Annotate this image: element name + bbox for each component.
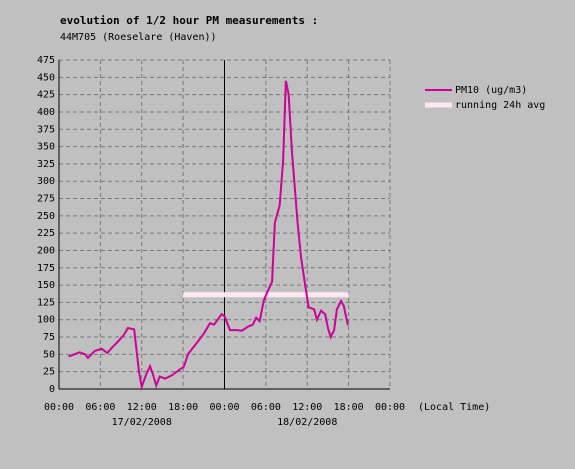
legend-label: running 24h avg	[455, 100, 545, 111]
y-tick-label: 350	[37, 142, 55, 153]
x-tick-label: 12:00	[127, 402, 157, 413]
y-tick-label: 50	[43, 349, 55, 360]
y-tick-label: 275	[37, 194, 55, 205]
chart-subtitle: 44M705 (Roeselare (Haven))	[60, 32, 217, 43]
y-tick-label: 250	[37, 211, 55, 222]
x-tick-label: 00:00	[375, 402, 405, 413]
y-tick-label: 425	[37, 90, 55, 101]
y-tick-label: 450	[37, 72, 55, 83]
chart-title: evolution of 1/2 hour PM measurements :	[60, 14, 318, 27]
y-tick-label: 150	[37, 280, 55, 291]
y-tick-label: 100	[37, 315, 55, 326]
y-tick-label: 375	[37, 124, 55, 135]
date-label: 17/02/2008	[112, 417, 172, 428]
y-tick-label: 0	[49, 384, 55, 395]
y-tick-label: 200	[37, 245, 55, 256]
y-tick-label: 475	[37, 55, 55, 66]
y-tick-label: 25	[43, 367, 55, 378]
x-tick-label: 06:00	[85, 402, 115, 413]
x-axis-label: (Local Time)	[418, 402, 490, 413]
x-tick-label: 18:00	[334, 402, 364, 413]
x-tick-label: 00:00	[44, 402, 74, 413]
x-tick-label: 12:00	[292, 402, 322, 413]
y-tick-label: 125	[37, 297, 55, 308]
y-tick-label: 300	[37, 176, 55, 187]
date-label: 18/02/2008	[277, 417, 337, 428]
y-tick-label: 225	[37, 228, 55, 239]
legend-label: PM10 (ug/m3)	[455, 85, 527, 96]
x-tick-label: 00:00	[209, 402, 239, 413]
y-tick-label: 400	[37, 107, 55, 118]
y-tick-label: 175	[37, 263, 55, 274]
x-tick-label: 06:00	[251, 402, 281, 413]
y-tick-label: 75	[43, 332, 55, 343]
x-tick-label: 18:00	[168, 402, 198, 413]
y-tick-label: 325	[37, 159, 55, 170]
series-line	[68, 80, 349, 391]
